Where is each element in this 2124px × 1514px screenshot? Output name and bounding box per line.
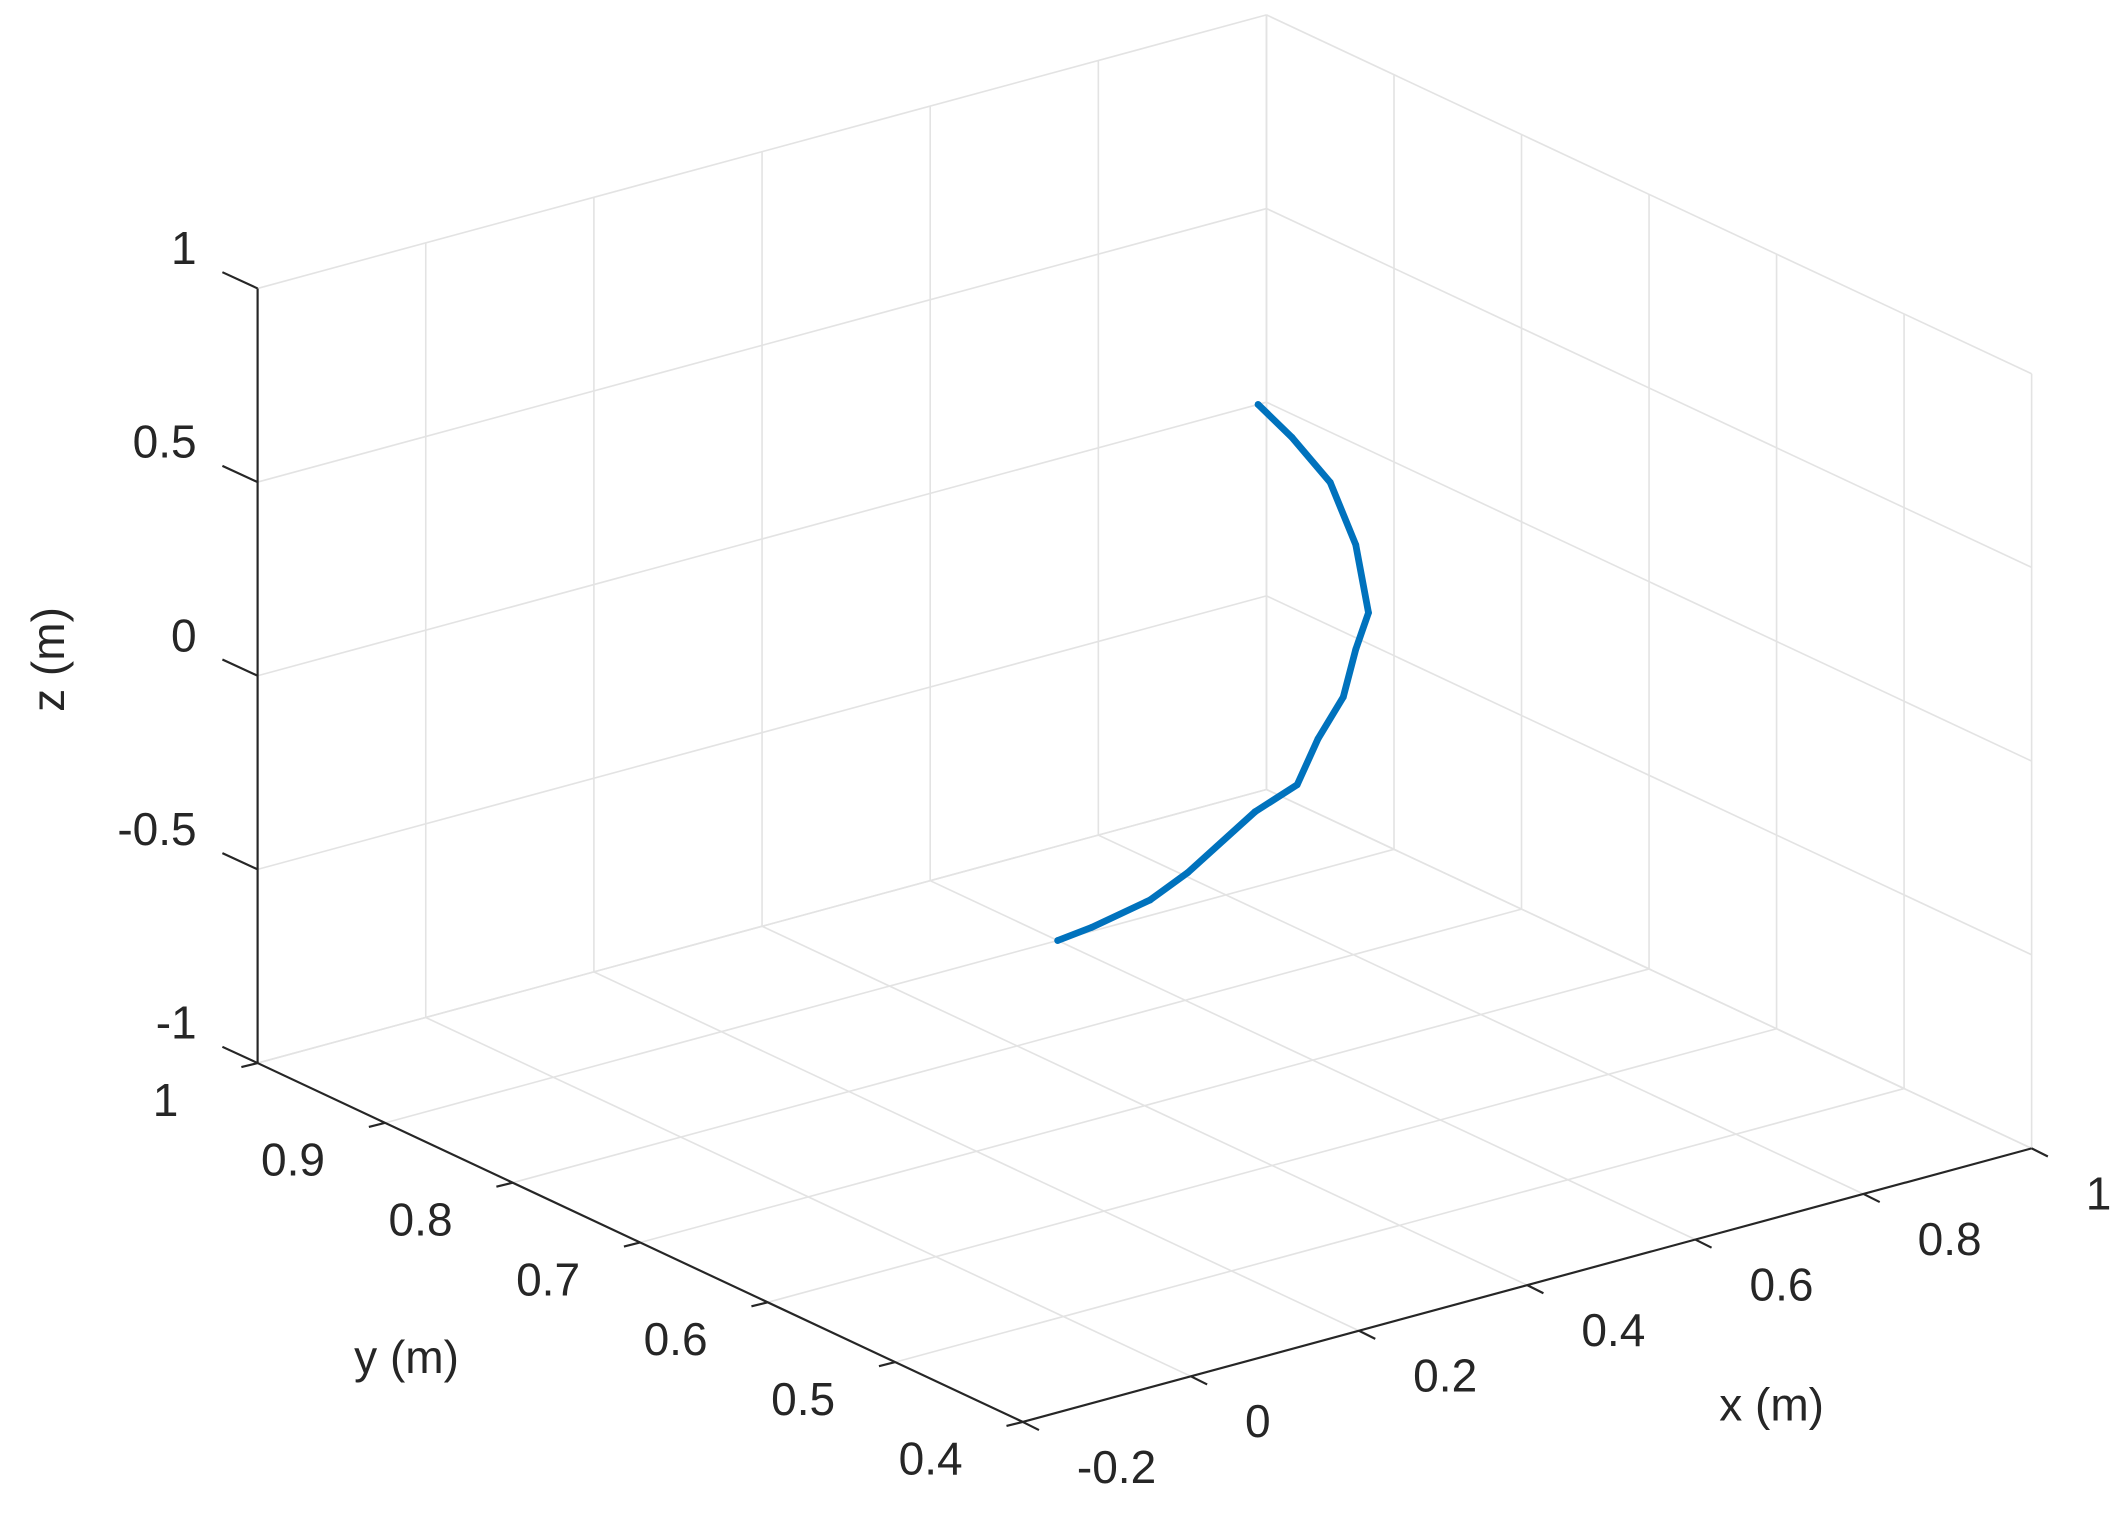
grid-line — [1266, 401, 2032, 762]
y-tick-label: 0.6 — [644, 1313, 708, 1365]
y-tick — [368, 1121, 386, 1128]
z-tick-label: -0.5 — [117, 803, 196, 855]
grid-line — [257, 788, 1267, 1064]
z-tick-label: 0.5 — [133, 416, 197, 468]
y-tick-label: 0.7 — [516, 1253, 580, 1305]
y-tick-label: 0.9 — [261, 1134, 325, 1186]
trajectory-point — [1339, 693, 1347, 701]
grid-line — [257, 595, 1267, 871]
x-tick — [1190, 1375, 1208, 1386]
x-tick — [2031, 1147, 2049, 1158]
x-tick — [1358, 1329, 1376, 1340]
grid-line — [257, 14, 1267, 290]
x-tick-label: 1 — [2086, 1167, 2112, 1219]
x-tick-label: 0.4 — [1581, 1304, 1645, 1356]
z-tick — [221, 852, 259, 871]
trajectory-point — [1087, 924, 1095, 931]
z-tick-label: 1 — [171, 222, 197, 274]
grid-line — [257, 401, 1267, 677]
trajectory-line — [1054, 401, 1372, 944]
y-tick — [241, 1061, 258, 1069]
z-tick-label: 0 — [171, 609, 197, 661]
x-tick-label: 0.6 — [1749, 1258, 1813, 1310]
grid-line — [1266, 595, 2032, 956]
grid-line — [1266, 14, 2032, 375]
x-axis-label: x (m) — [1719, 1379, 1824, 1431]
y-tick — [1006, 1420, 1023, 1428]
z-tick — [221, 1045, 259, 1065]
y-tick — [496, 1181, 513, 1188]
trajectory-point — [1146, 896, 1154, 904]
y-tick-label: 0.8 — [389, 1193, 453, 1245]
x-tick-label: 0.2 — [1413, 1350, 1477, 1402]
trajectory-point — [1314, 735, 1322, 743]
grid-line — [894, 1087, 1905, 1363]
z-tick-label: -1 — [156, 997, 197, 1049]
grid-line — [257, 207, 1267, 483]
grid-line — [384, 848, 1395, 1124]
y-tick-label: 1 — [153, 1074, 179, 1126]
y-tick — [878, 1361, 896, 1368]
grid-line — [1266, 788, 2032, 1150]
grid-line — [1266, 207, 2032, 569]
z-tick — [221, 271, 259, 290]
trajectory-point — [1288, 434, 1296, 441]
trajectory-point — [1184, 869, 1192, 876]
x-tick — [1862, 1192, 1881, 1204]
trajectory-point — [1254, 401, 1262, 408]
trajectory-point — [1352, 645, 1360, 653]
y-tick-label: 0.4 — [899, 1433, 963, 1485]
y-tick — [623, 1241, 641, 1248]
grid-line — [767, 1027, 1777, 1304]
trajectory-point — [1365, 609, 1372, 617]
z-tick — [221, 658, 259, 677]
y-axis-label: y (m) — [354, 1331, 459, 1383]
trajectory-point — [1054, 937, 1062, 944]
x-tick-label: 0 — [1245, 1395, 1271, 1447]
z-tick — [221, 464, 259, 484]
z-axis-label: z (m) — [22, 607, 74, 712]
grid-line — [639, 968, 1650, 1244]
x-tick — [1526, 1284, 1544, 1295]
trajectory-point — [1251, 808, 1259, 816]
x-tick-label: 0.8 — [1918, 1213, 1982, 1265]
x-tick — [1022, 1420, 1040, 1432]
y-tick-label: 0.5 — [771, 1373, 835, 1425]
x-tick — [1694, 1238, 1713, 1249]
y-tick — [751, 1301, 768, 1308]
x-tick-label: -0.2 — [1077, 1441, 1156, 1493]
trajectory-point — [1293, 781, 1301, 789]
trajectory-point — [1352, 541, 1360, 549]
trajectory-point — [1326, 479, 1334, 486]
grid-line — [512, 908, 1522, 1184]
